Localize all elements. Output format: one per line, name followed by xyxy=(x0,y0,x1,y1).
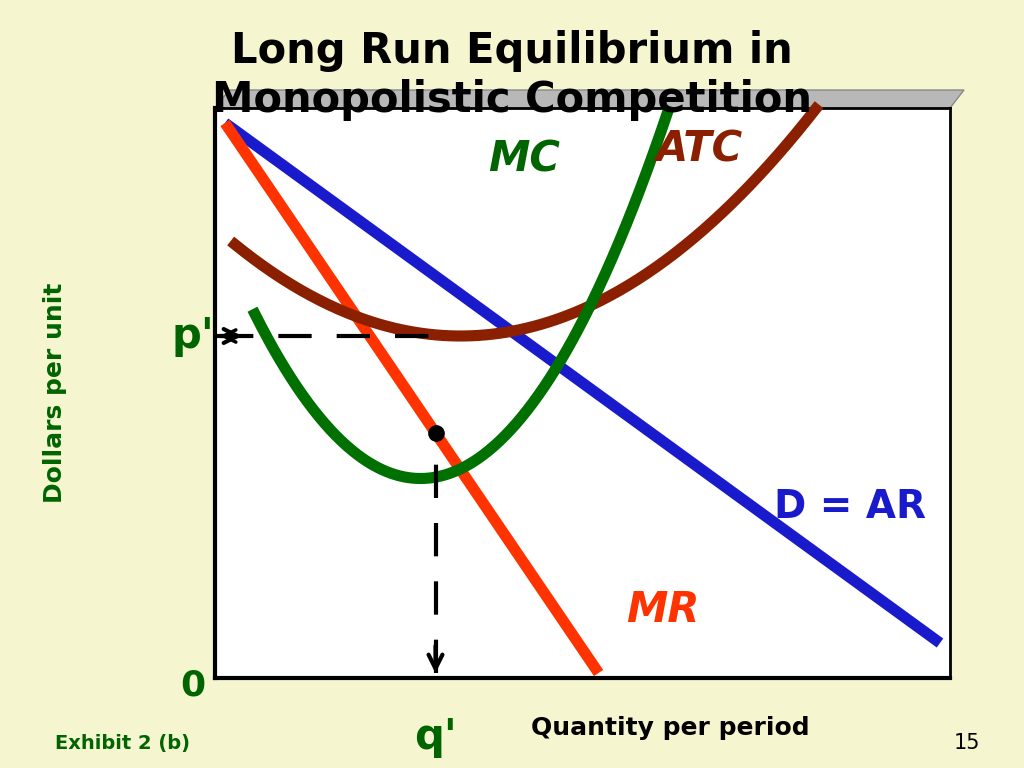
Text: D = AR: D = AR xyxy=(773,488,926,526)
Text: MR: MR xyxy=(627,588,700,631)
Text: Dollars per unit: Dollars per unit xyxy=(43,283,67,503)
Polygon shape xyxy=(215,90,964,108)
Text: q': q' xyxy=(414,716,457,758)
Text: Long Run Equilibrium in
Monopolistic Competition: Long Run Equilibrium in Monopolistic Com… xyxy=(212,30,812,121)
Bar xyxy=(215,108,950,678)
Text: MC: MC xyxy=(487,138,560,180)
Text: p': p' xyxy=(172,315,214,357)
Text: Exhibit 2 (b): Exhibit 2 (b) xyxy=(55,733,190,753)
Text: Quantity per period: Quantity per period xyxy=(531,716,810,740)
Text: ATC: ATC xyxy=(656,128,743,170)
Text: 15: 15 xyxy=(953,733,980,753)
Text: 0: 0 xyxy=(180,668,206,702)
